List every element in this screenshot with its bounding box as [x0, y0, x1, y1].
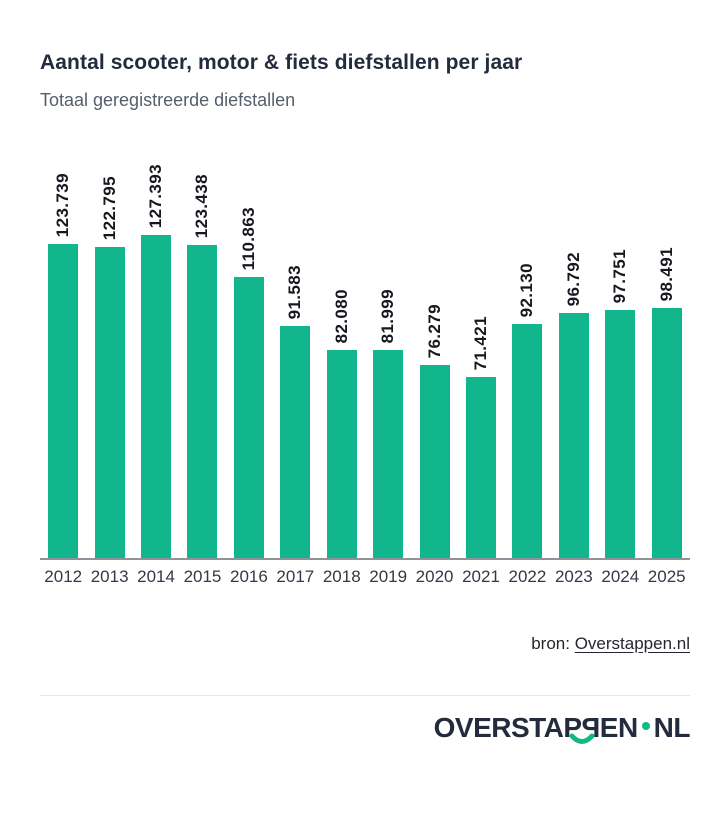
- bar-value-label: 96.792: [563, 251, 583, 306]
- bar-group: 97.751: [597, 249, 643, 558]
- bar-value-label: 91.583: [285, 264, 305, 319]
- bar-value-label: 110.863: [238, 206, 258, 270]
- bar-group: 82.080: [319, 289, 365, 558]
- bar-value-label: 97.751: [610, 248, 630, 303]
- logo-smile-icon: [569, 733, 595, 744]
- chart-title: Aantal scooter, motor & fiets diefstalle…: [40, 51, 523, 74]
- footer-divider: [40, 695, 690, 696]
- bar: [326, 350, 357, 558]
- chart-subtitle: Totaal geregistreerde diefstallen: [40, 90, 296, 110]
- bar: [605, 310, 636, 558]
- x-axis-label: 2013: [90, 567, 129, 586]
- x-axis-label: 2015: [183, 567, 222, 586]
- bar-group: 123.739: [40, 173, 86, 558]
- bar: [233, 277, 264, 558]
- x-axis-label: 2020: [415, 567, 454, 586]
- bar: [187, 245, 218, 558]
- logo-dot-icon: [641, 722, 650, 730]
- bar-value-label: 71.421: [471, 315, 490, 370]
- x-axis-label: 2021: [462, 567, 500, 586]
- x-axis-label: 2024: [601, 567, 640, 586]
- bar-value-label: 82.080: [331, 288, 351, 343]
- logo-text-start: OVERSTA: [433, 712, 564, 743]
- logo-double-p: PP: [563, 708, 600, 748]
- bar: [419, 365, 450, 558]
- chart-plot-area: 123.739 122.795 127.393 123.438 110.863 91.58…: [40, 159, 690, 560]
- x-axis-label: 2019: [369, 567, 408, 586]
- bar-group: 122.795: [86, 176, 132, 558]
- bar: [466, 377, 496, 558]
- x-axis-label: 2012: [44, 567, 83, 586]
- bar-group: 91.583: [272, 265, 318, 558]
- bar-group: 76.279: [411, 304, 457, 558]
- bar-value-label: 92.130: [517, 262, 537, 317]
- bar-value-label: 122.795: [99, 175, 119, 240]
- bar: [651, 308, 682, 558]
- logo-text-mid: EN: [599, 712, 638, 743]
- x-axis-label: 2016: [229, 567, 268, 586]
- source-prefix: bron:: [531, 634, 575, 653]
- bar-value-label: 127.393: [146, 163, 166, 228]
- bar-value-label: 76.279: [424, 303, 444, 358]
- x-axis-label: 2023: [554, 567, 593, 586]
- bar-group: 98.491: [643, 247, 689, 558]
- overstappen-logo: OVERSTAPP EN NL: [433, 708, 691, 748]
- bar: [558, 313, 589, 558]
- bar: [94, 247, 125, 558]
- infographic-page: Aantal scooter, motor & fiets diefstalle…: [0, 50, 728, 748]
- bar: [373, 350, 404, 558]
- x-axis-label: 2025: [647, 567, 686, 586]
- x-axis-label: 2014: [137, 567, 175, 586]
- bar-group: 127.393: [133, 164, 179, 558]
- bar-value-label: 123.438: [192, 173, 212, 238]
- bar: [512, 324, 543, 558]
- x-axis-label: 2018: [322, 567, 361, 586]
- footer: OVERSTAPP EN NL: [40, 708, 691, 748]
- logo-text-end: NL: [653, 712, 691, 743]
- x-axis-label: 2017: [276, 567, 315, 586]
- bar-group: 123.438: [179, 174, 225, 558]
- bar: [280, 326, 311, 558]
- bar-value-label: 81.999: [378, 288, 398, 343]
- bar-chart: 123.739 122.795 127.393 123.438 110.863 91.58…: [40, 159, 690, 587]
- bar-value-label: 123.739: [53, 172, 73, 237]
- bar: [48, 244, 79, 558]
- bar-group: 110.863: [226, 207, 272, 558]
- bar-value-label: 98.491: [656, 246, 676, 301]
- bar-group: 81.999: [365, 289, 411, 558]
- source-link[interactable]: Overstappen.nl: [574, 634, 690, 653]
- bar: [141, 235, 172, 558]
- bar-group: 92.130: [504, 263, 550, 558]
- x-axis-label: 2022: [508, 567, 547, 586]
- source-line: bron: Overstappen.nl: [40, 634, 690, 654]
- x-axis: 2012 2013 2014 2015 2016 2017 2018 2019 2020 2021…: [40, 560, 690, 587]
- logo-p-normal: P: [563, 712, 582, 743]
- bar-group: 71.421: [458, 316, 504, 558]
- bar-group: 96.792: [551, 252, 597, 558]
